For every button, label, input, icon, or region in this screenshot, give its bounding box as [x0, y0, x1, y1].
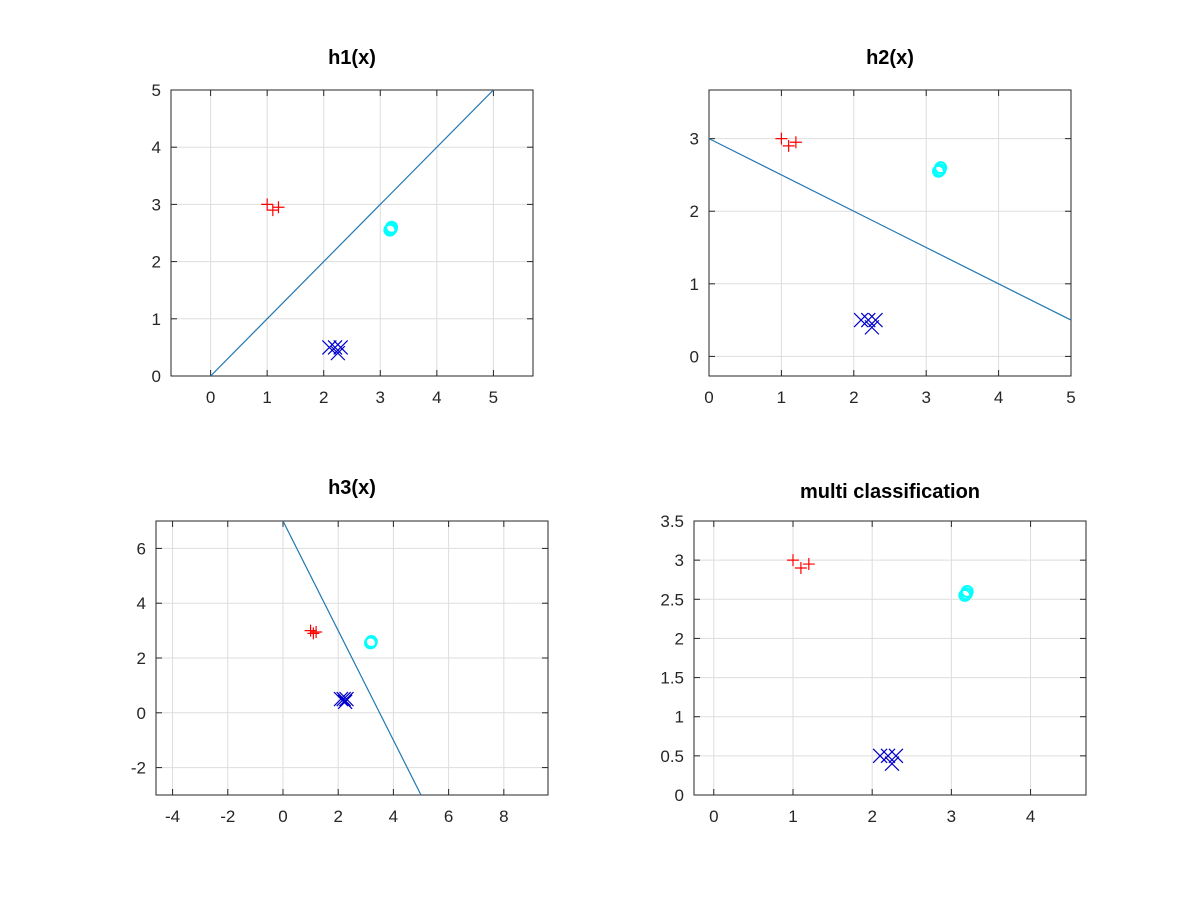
x-tick-label: 5: [1066, 388, 1075, 407]
x-marker: [337, 694, 353, 710]
x-tick-label: 3: [376, 388, 385, 407]
y-tick-label: 4: [137, 594, 146, 613]
x-tick-label: 4: [1026, 807, 1035, 826]
subplot-title: h3(x): [328, 477, 376, 499]
x-tick-label: 4: [994, 388, 1003, 407]
plus-marker: [789, 136, 802, 149]
x-tick-label: 2: [333, 807, 342, 826]
x-tick-label: 2: [319, 388, 328, 407]
x-marker: [333, 339, 349, 355]
plus-marker: [775, 132, 788, 145]
x-marker: [868, 312, 883, 328]
x-tick-label: 4: [389, 807, 398, 826]
y-tick-label: 2: [152, 253, 161, 272]
decision-line: [709, 138, 1071, 321]
axes-box: [170, 89, 534, 377]
subplot-title: h2(x): [866, 47, 914, 69]
x-marker: [860, 312, 876, 328]
x-tick-label: 3: [921, 388, 930, 407]
subplot-h3: h3(x) -4 -2 0 2 4 6 8 -2 0 2 4 6: [131, 477, 549, 826]
y-tick-label: 1: [152, 310, 161, 329]
x-tick-label: 5: [489, 388, 498, 407]
plus-marker: [304, 624, 317, 637]
x-marker: [864, 319, 880, 335]
plus-marker: [802, 558, 815, 571]
y-tick-label: 0: [690, 347, 699, 366]
decision-line: [282, 521, 422, 795]
x-marker: [321, 339, 337, 355]
y-tick-label: 0: [152, 367, 161, 386]
x-tick-label: 4: [432, 388, 441, 407]
x-tick-label: 2: [849, 388, 858, 407]
x-tick-label: 0: [704, 388, 713, 407]
x-marker: [853, 312, 869, 328]
x-marker: [333, 691, 349, 707]
y-tick-label: 1.5: [660, 669, 684, 688]
y-tick-label: 3: [152, 195, 161, 214]
plus-marker: [786, 554, 799, 567]
x-tick-label: 8: [499, 807, 508, 826]
subplot-title: multi classification: [800, 481, 980, 503]
axes-box: [693, 520, 1087, 796]
plus-marker: [272, 201, 285, 214]
x-tick-label: 1: [262, 388, 271, 407]
plus-marker: [266, 204, 279, 217]
y-tick-label: 2: [690, 202, 699, 221]
y-tick-label: 1: [690, 275, 699, 294]
plus-marker: [310, 625, 323, 638]
y-tick-label: 3: [690, 130, 699, 149]
x-tick-label: 3: [947, 807, 956, 826]
x-marker: [336, 691, 352, 707]
y-tick-label: 3: [675, 551, 684, 570]
plus-marker: [261, 198, 274, 211]
decision-line: [210, 90, 494, 376]
y-tick-label: 1: [675, 708, 684, 727]
x-tick-label: 1: [788, 807, 797, 826]
y-tick-label: 0: [137, 704, 146, 723]
plus-marker: [782, 139, 795, 152]
x-tick-label: 0: [206, 388, 215, 407]
plus-marker: [307, 627, 320, 640]
x-tick-label: -2: [220, 807, 235, 826]
y-tick-label: 3.5: [660, 512, 684, 531]
x-tick-label: 0: [278, 807, 287, 826]
x-marker: [880, 748, 896, 764]
y-tick-label: 6: [137, 539, 146, 558]
x-tick-label: 2: [867, 807, 876, 826]
y-tick-label: 4: [152, 138, 161, 157]
circle-marker: [959, 587, 973, 601]
y-tick-label: -2: [131, 759, 146, 778]
plus-marker: [794, 561, 807, 574]
y-tick-label: 2: [137, 649, 146, 668]
x-marker: [872, 748, 888, 764]
circle-marker: [384, 222, 398, 236]
x-tick-label: 6: [444, 807, 453, 826]
circle-marker: [933, 163, 947, 177]
y-tick-label: 2: [675, 629, 684, 648]
subplot-h1: h1(x) 0 1 2 3 4 5 0 1 2 3 4 5: [152, 47, 534, 407]
y-tick-label: 0: [675, 786, 684, 805]
y-tick-label: 0.5: [660, 747, 684, 766]
x-tick-label: 1: [777, 388, 786, 407]
x-tick-label: -4: [165, 807, 180, 826]
x-marker: [884, 756, 900, 772]
subplot-multi-classification: multi classification 0 1 2 3 4 0 0.5 1 1.5 2 2.5 3 3…: [660, 481, 1087, 826]
subplot-title: h1(x): [328, 47, 376, 69]
y-tick-label: 5: [152, 81, 161, 100]
x-marker: [339, 691, 354, 707]
x-marker: [888, 748, 904, 764]
axes-box: [708, 89, 1072, 377]
circle-marker: [364, 635, 378, 649]
subplot-h2: h2(x) 0 1 2 3 4 5 0 1 2 3: [690, 47, 1076, 407]
x-tick-label: 0: [709, 807, 718, 826]
y-tick-label: 2.5: [660, 590, 684, 609]
